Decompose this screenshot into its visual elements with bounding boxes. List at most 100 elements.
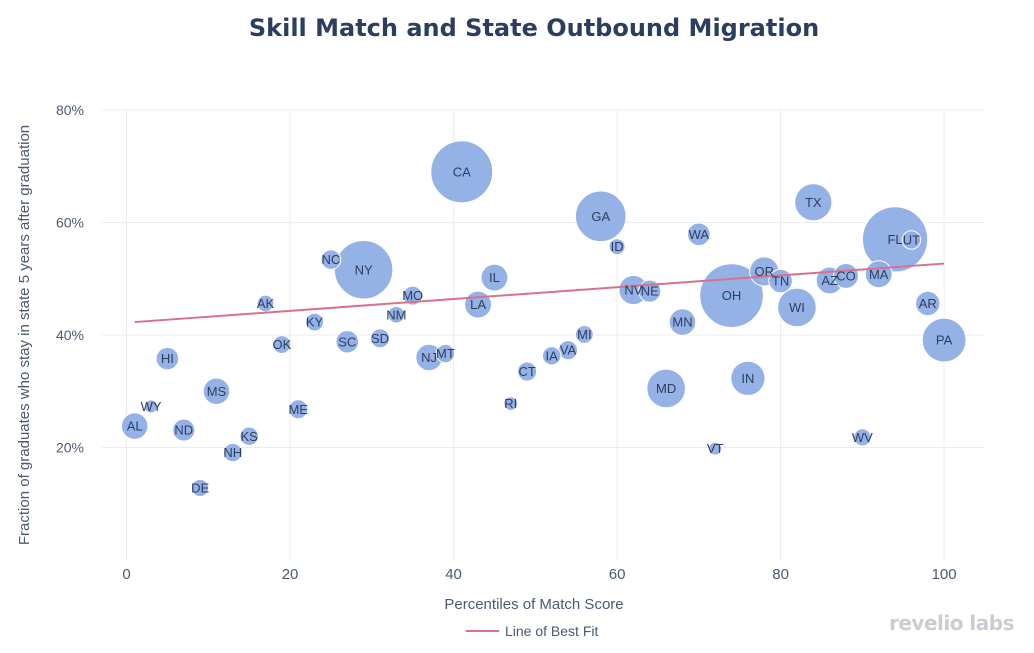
bubble-ar[interactable] [915, 290, 941, 317]
bubble-label-ks: KS [240, 429, 258, 444]
bubble-label-ia: IA [546, 348, 559, 363]
bubble-nh[interactable] [223, 442, 243, 463]
bubble-label-ut: UT [903, 232, 920, 247]
bubble-wa[interactable] [687, 222, 711, 247]
bubble-il[interactable] [480, 263, 509, 292]
bubble-label-id: ID [611, 239, 624, 254]
bubble-mt[interactable] [435, 343, 456, 364]
bubble-label-md: MD [656, 381, 676, 396]
bubble-label-il: IL [489, 270, 500, 285]
bubble-wi[interactable] [777, 287, 817, 328]
bubble-ri[interactable] [503, 396, 519, 412]
best-fit-line[interactable] [134, 262, 945, 324]
bubble-label-de: DE [191, 481, 209, 496]
bubble-ut[interactable] [901, 230, 922, 250]
legend-label: Line of Best Fit [505, 623, 598, 639]
x-tick-label: 0 [122, 566, 130, 583]
bubble-al[interactable] [120, 412, 149, 440]
x-axis-label: Percentiles of Match Score [444, 596, 623, 613]
bubble-label-nd: ND [174, 423, 193, 438]
bubble-fl[interactable] [861, 206, 929, 273]
bubble-me[interactable] [288, 399, 309, 420]
fit-line-group [134, 262, 945, 324]
bubble-label-co: CO [836, 268, 856, 283]
bubble-ct[interactable] [517, 361, 538, 382]
y-axis-label: Fraction of graduates who stay in state … [16, 125, 33, 545]
x-tick-label: 20 [282, 566, 299, 583]
bubble-nc[interactable] [320, 249, 342, 270]
bubble-sd[interactable] [369, 328, 390, 349]
y-tick-label: 40% [56, 327, 84, 343]
bubble-label-ca: CA [453, 164, 471, 179]
bubble-pa[interactable] [921, 317, 967, 363]
bubble-label-ar: AR [919, 296, 937, 311]
revelio-labs-logo: revelio labs [888, 611, 1015, 635]
bubble-ca[interactable] [430, 140, 494, 204]
bubble-id[interactable] [608, 238, 626, 256]
bubble-label-ny: NY [355, 262, 373, 277]
bubble-label-sc: SC [338, 334, 356, 349]
bubble-tx[interactable] [794, 183, 833, 222]
bubble-label-wv: WV [852, 430, 873, 445]
bubble-vt[interactable] [708, 441, 723, 456]
bubble-ny[interactable] [333, 240, 394, 300]
legend[interactable]: Line of Best Fit [466, 623, 598, 639]
bubble-label-mi: MI [577, 327, 591, 342]
bubble-ok[interactable] [272, 335, 292, 355]
bubble-label-al: AL [127, 419, 143, 434]
bubble-label-fl: FL [887, 232, 902, 247]
bubble-label-ky: KY [306, 315, 324, 330]
bubble-mi[interactable] [574, 324, 594, 344]
bubble-in[interactable] [730, 360, 766, 396]
bubble-label-nh: NH [223, 445, 242, 460]
bubble-ga[interactable] [574, 190, 627, 243]
bubble-mn[interactable] [668, 308, 697, 336]
bubble-label-ak: AK [257, 296, 275, 311]
bubble-label-hi: HI [161, 351, 174, 366]
bubble-label-me: ME [288, 402, 308, 417]
bubble-ks[interactable] [239, 426, 259, 446]
bubble-label-in: IN [741, 371, 754, 386]
bubble-hi[interactable] [155, 346, 180, 371]
bubble-label-ok: OK [272, 337, 291, 352]
bubble-label-pa: PA [936, 333, 953, 348]
bubble-label-sd: SD [371, 331, 389, 346]
bubble-label-tn: TN [772, 274, 789, 289]
bubble-label-nv: NV [624, 283, 642, 298]
x-tick-label: 60 [609, 566, 626, 583]
bubble-ky[interactable] [305, 312, 325, 332]
bubble-md[interactable] [646, 368, 686, 409]
bubble-label-wa: WA [689, 227, 710, 242]
bubble-label-ga: GA [591, 209, 610, 224]
bubble-nm[interactable] [387, 305, 406, 324]
bubble-label-ct: CT [518, 364, 535, 379]
bubble-label-tx: TX [805, 195, 822, 210]
axes: 0 20 40 60 80 100 20% 40% 60% 80% [56, 102, 957, 583]
bubble-label-ne: NE [641, 284, 659, 299]
grid [102, 109, 985, 560]
bubble-label-mo: MO [402, 288, 423, 303]
bubble-label-ms: MS [207, 384, 227, 399]
bubble-wy[interactable] [144, 399, 159, 414]
bubble-label-nm: NM [386, 307, 406, 322]
bubble-label-va: VA [560, 343, 577, 358]
bubble-ms[interactable] [202, 377, 231, 406]
bubble-label-mt: MT [436, 346, 455, 361]
bubble-wv[interactable] [853, 428, 872, 447]
bubble-label-wi: WI [789, 300, 805, 315]
bubble-sc[interactable] [335, 329, 360, 354]
bubble-de[interactable] [190, 478, 210, 498]
bubble-label-nc: NC [322, 252, 341, 267]
bubble-label-az: AZ [821, 273, 838, 288]
bubble-ia[interactable] [541, 346, 562, 366]
x-tick-label: 100 [932, 566, 957, 583]
bubble-mo[interactable] [402, 285, 423, 306]
y-tick-label: 20% [56, 440, 84, 456]
bubble-nd[interactable] [172, 418, 196, 442]
bubble-label-or: OR [755, 264, 775, 279]
bubble-label-ma: MA [869, 267, 889, 282]
x-tick-label: 80 [772, 566, 789, 583]
bubble-label-oh: OH [722, 288, 742, 303]
